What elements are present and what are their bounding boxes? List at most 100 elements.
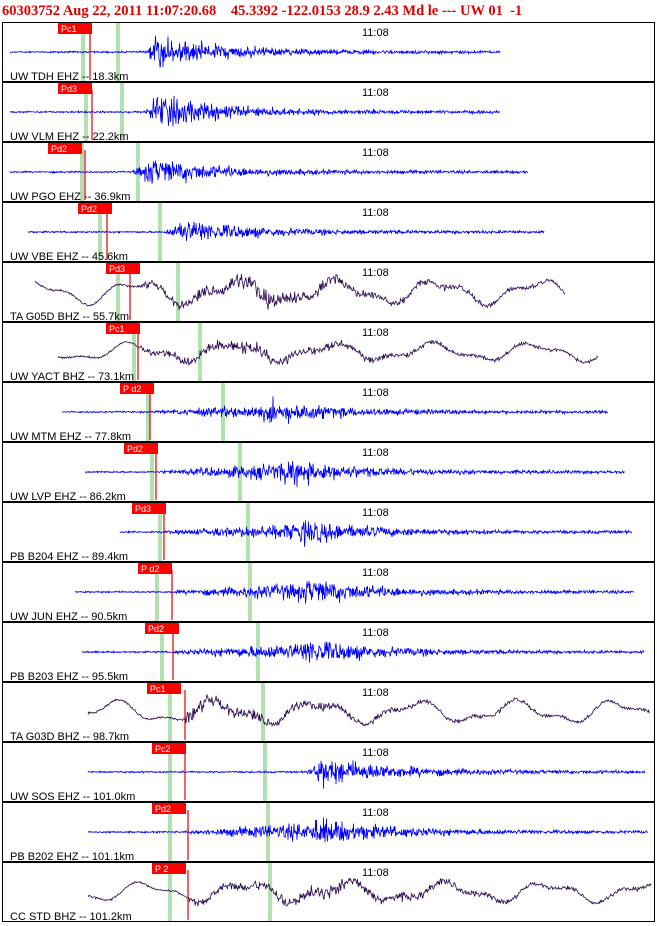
time-label: 11:08: [362, 627, 389, 639]
waveform: [61, 396, 608, 425]
event-mag-type: Md: [402, 3, 425, 19]
trace-row[interactable]: Pd2 11:08 UW LVP EHZ -- 86.2km: [2, 442, 655, 504]
event-lon: -122.0153: [281, 3, 341, 19]
time-label: 11:08: [362, 27, 389, 39]
time-label: 11:08: [362, 87, 389, 99]
pick-label[interactable]: Pc1: [109, 324, 125, 334]
trace-frame: [2, 742, 655, 802]
station-label: UW VLM EHZ -- 22.2km: [10, 131, 129, 143]
pick-label-box[interactable]: [48, 143, 82, 154]
trace-frame: [2, 202, 655, 262]
waveform: [74, 580, 635, 604]
event-date: Aug 22, 2011: [62, 3, 143, 19]
pick-label[interactable]: Pd3: [61, 84, 77, 94]
trace-frame: [2, 382, 655, 442]
pick-label[interactable]: P d2: [141, 564, 159, 574]
waveform: [119, 520, 633, 547]
trace-row[interactable]: Pc1 11:08 UW YACT BHZ -- 73.1km: [2, 322, 655, 384]
trace-row[interactable]: Pd3 11:08 PB B204 EHZ -- 89.4km: [2, 502, 655, 564]
phase-marker: [168, 683, 172, 741]
phase-marker: [81, 23, 85, 81]
phase-marker: [176, 263, 180, 321]
pick-label-box[interactable]: [147, 683, 181, 694]
trace-row[interactable]: Pd2 11:08 PB B203 EHZ -- 95.5km: [2, 622, 655, 684]
pick-label[interactable]: Pd2: [81, 204, 97, 214]
pick-label-box[interactable]: [132, 503, 166, 514]
trace-frame: [2, 682, 655, 742]
event-version: 01: [488, 3, 503, 19]
event-header: 60303752 Aug 22, 2011 11:07:20.68 45.339…: [0, 0, 657, 22]
pick-label-box[interactable]: [145, 623, 179, 634]
waveform: [9, 160, 529, 184]
pick-label-box[interactable]: [152, 743, 186, 754]
pick-label[interactable]: Pc2: [155, 744, 171, 754]
pick-label[interactable]: Pc1: [61, 24, 77, 34]
time-label: 11:08: [362, 207, 389, 219]
time-label: 11:08: [362, 687, 389, 699]
station-label: UW TDH EHZ -- 18.3km: [10, 71, 128, 83]
trace-row[interactable]: Pc2 11:08 UW SOS EHZ -- 101.0km: [2, 742, 655, 804]
pick-label-box[interactable]: [78, 203, 112, 214]
pick-label[interactable]: Pd2: [51, 144, 67, 154]
pick-label-box[interactable]: [106, 323, 140, 334]
event-id: 60303752: [2, 3, 60, 19]
pick-label-box[interactable]: [124, 443, 158, 454]
time-label: 11:08: [362, 867, 389, 879]
pick-label[interactable]: Pd3: [109, 264, 125, 274]
pick-label-box[interactable]: [138, 563, 172, 574]
pick-label[interactable]: P d2: [123, 384, 141, 394]
trace-row[interactable]: P 2 11:08 CC STD BHZ -- 101.2km: [2, 862, 655, 924]
waveform: [34, 273, 566, 310]
trace-frame: [2, 142, 655, 202]
pick-label-box[interactable]: [58, 83, 92, 94]
time-label: 11:08: [362, 447, 389, 459]
trace-row[interactable]: Pd3 11:08 TA G05D BHZ -- 55.7km: [2, 262, 655, 324]
station-label: UW LVP EHZ -- 86.2km: [10, 491, 126, 503]
waveform: [57, 339, 599, 367]
pick-label-box[interactable]: [58, 23, 92, 34]
station-label: PB B203 EHZ -- 95.5km: [10, 671, 128, 683]
trace-frame: [2, 862, 655, 922]
pick-label[interactable]: Pd2: [148, 624, 164, 634]
trace-row[interactable]: Pc1 11:08 UW TDH EHZ -- 18.3km: [2, 22, 655, 84]
time-label: 11:08: [362, 147, 389, 159]
pick-label-box[interactable]: [106, 263, 140, 274]
pick-label-box[interactable]: [152, 863, 186, 874]
time-label: 11:08: [362, 747, 389, 759]
time-label: 11:08: [362, 267, 389, 279]
trace-row[interactable]: Pd3 11:08 UW VLM EHZ -- 22.2km: [2, 82, 655, 144]
time-label: 11:08: [362, 327, 389, 339]
pick-label[interactable]: Pd2: [155, 804, 171, 814]
trace-frame: [2, 502, 655, 562]
phase-marker: [132, 323, 136, 381]
phase-marker: [268, 863, 272, 921]
waveform: [81, 641, 645, 663]
trace-row[interactable]: Pc1 11:08 TA G03D BHZ -- 98.7km: [2, 682, 655, 744]
trace-row[interactable]: Pd2 11:08 UW PGO EHZ -- 36.9km: [2, 142, 655, 204]
event-trailing: -1: [510, 3, 523, 19]
phase-marker: [116, 263, 120, 321]
pick-label[interactable]: Pd3: [135, 504, 151, 514]
waveform: [84, 461, 626, 488]
trace-row[interactable]: Pd2 11:08 UW VBE EHZ -- 45.6km: [2, 202, 655, 264]
station-label: PB B202 EHZ -- 101.1km: [10, 851, 134, 863]
pick-label[interactable]: Pd2: [127, 444, 143, 454]
trace-row[interactable]: Pd2 11:08 PB B202 EHZ -- 101.1km: [2, 802, 655, 864]
station-label: TA G03D BHZ -- 98.7km: [10, 731, 129, 743]
station-label: PB B204 EHZ -- 89.4km: [10, 551, 128, 563]
station-label: UW SOS EHZ -- 101.0km: [10, 791, 135, 803]
waveform: [87, 693, 650, 727]
pick-label[interactable]: P 2: [155, 864, 168, 874]
pick-label[interactable]: Pc1: [150, 684, 166, 694]
pick-label-box[interactable]: [120, 383, 154, 394]
waveform: [9, 95, 500, 127]
station-label: UW MTM EHZ -- 77.8km: [10, 431, 131, 443]
pick-label-box[interactable]: [152, 803, 186, 814]
trace-frame: [2, 22, 655, 82]
event-magnitude: 2.43: [373, 3, 399, 19]
trace-frame: [2, 322, 655, 382]
station-label: UW VBE EHZ -- 45.6km: [10, 251, 128, 263]
trace-row[interactable]: P d2 11:08 UW JUN EHZ -- 90.5km: [2, 562, 655, 624]
trace-row[interactable]: P d2 11:08 UW MTM EHZ -- 77.8km: [2, 382, 655, 444]
